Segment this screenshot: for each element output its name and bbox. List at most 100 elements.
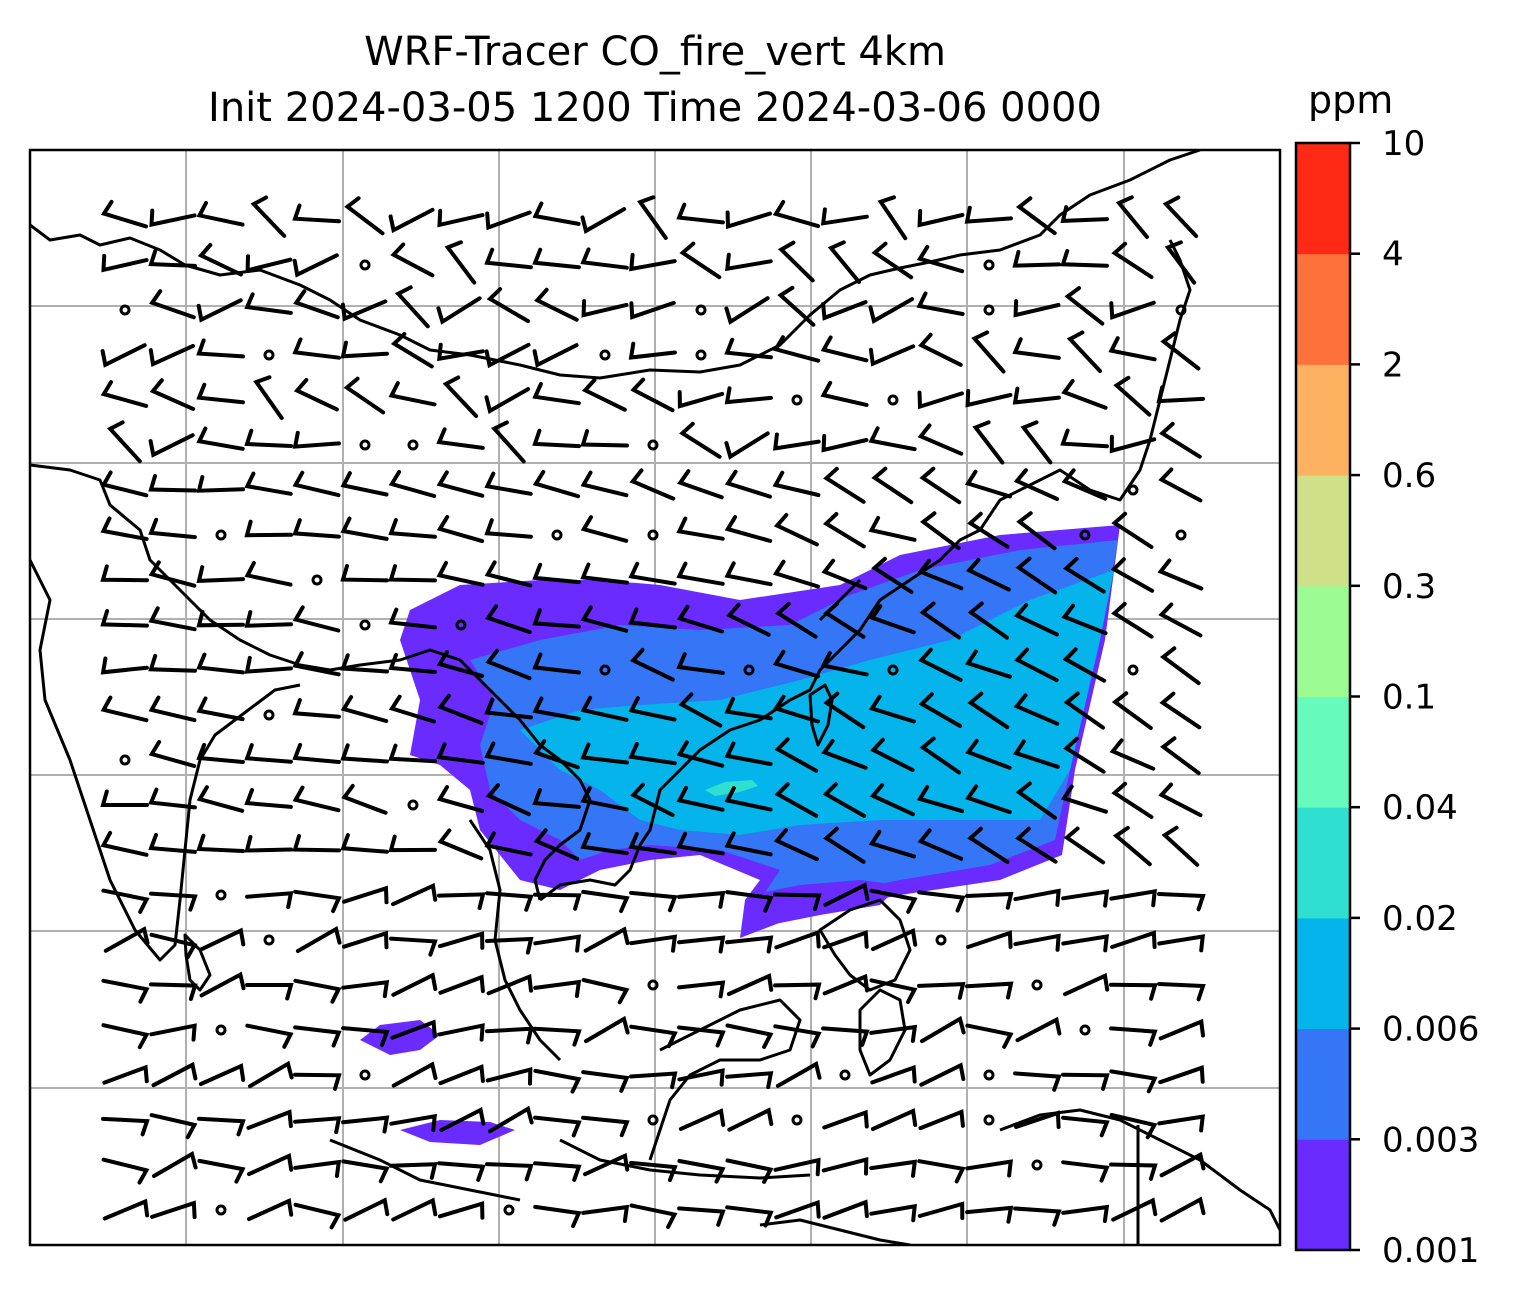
wind-barb	[1158, 602, 1203, 638]
calm-wind-marker	[119, 304, 131, 316]
wind-barb	[1111, 781, 1154, 819]
colorbar-segment	[1296, 475, 1350, 587]
wind-barb	[102, 1064, 149, 1085]
wind-barb	[823, 691, 866, 730]
wind-barb	[869, 1159, 918, 1178]
wind-barb	[244, 835, 293, 853]
wind-barb	[292, 430, 341, 449]
wind-barb	[341, 1159, 390, 1184]
wind-barb	[1015, 556, 1058, 595]
wind-barb	[486, 973, 533, 996]
wind-barb	[724, 296, 770, 325]
wind-barb	[101, 1116, 150, 1137]
wind-barb	[196, 742, 245, 764]
wind-barb	[292, 605, 341, 633]
wind-barb	[439, 1107, 486, 1132]
wind-barb	[394, 285, 430, 329]
wind-barb	[918, 692, 963, 728]
wind-barb	[1158, 1065, 1205, 1085]
wind-barb	[247, 1197, 294, 1222]
calm-wind-marker	[791, 394, 803, 406]
wind-barb	[532, 382, 581, 406]
calm-wind-marker	[503, 1204, 515, 1216]
wind-barb	[580, 695, 629, 722]
wind-barb	[148, 474, 197, 493]
calm-wind-marker	[887, 664, 899, 676]
wind-barb	[919, 466, 962, 505]
wind-barb	[1157, 892, 1206, 912]
wind-barb	[775, 1061, 822, 1088]
wind-barb	[727, 1107, 774, 1132]
wind-barb	[1015, 781, 1057, 820]
wind-barb	[1015, 196, 1057, 236]
wind-barb	[148, 560, 197, 588]
wind-barb	[871, 466, 914, 505]
wind-barb	[1060, 249, 1109, 268]
map-frame	[28, 148, 1282, 1247]
wind-barb	[532, 652, 581, 675]
wind-barb	[340, 471, 389, 497]
wind-barb	[437, 693, 484, 725]
wind-barb	[964, 649, 1012, 679]
wind-barb	[679, 421, 722, 459]
wind-barb	[1062, 647, 1107, 683]
wind-barb	[965, 981, 1014, 1000]
wind-barb	[197, 1116, 246, 1137]
wind-barb	[725, 1205, 774, 1228]
calm-wind-marker	[599, 664, 611, 676]
wind-barb	[724, 561, 773, 587]
wind-barb	[340, 564, 389, 583]
colorbar-tick-label: 2	[1382, 345, 1404, 385]
wind-barb	[533, 892, 582, 911]
wind-barb	[581, 1115, 630, 1138]
wind-barb	[1109, 888, 1157, 908]
wind-barb	[245, 891, 294, 909]
wind-barb	[1109, 1069, 1158, 1094]
wind-barb	[388, 564, 437, 583]
calm-wind-marker	[647, 529, 659, 541]
wind-barb	[1060, 428, 1109, 449]
wind-barb	[485, 1067, 533, 1086]
wind-barb	[581, 889, 630, 913]
wind-barb	[1063, 972, 1110, 997]
wind-barb	[823, 601, 866, 639]
calm-wind-marker	[1079, 1024, 1091, 1036]
calm-wind-marker	[695, 349, 707, 361]
wind-barb	[100, 564, 149, 583]
wind-barb	[1157, 934, 1205, 953]
wind-barb	[917, 981, 966, 1000]
wind-barb	[1158, 421, 1202, 459]
wind-barb	[244, 743, 293, 764]
wind-barb	[677, 890, 726, 909]
wind-barb	[1110, 557, 1155, 593]
wind-barb	[293, 1072, 342, 1091]
wind-barb	[532, 247, 581, 270]
wind-barb	[964, 205, 1013, 224]
wind-barb	[388, 652, 437, 674]
wind-barb	[101, 253, 149, 273]
wind-barb	[629, 1203, 678, 1229]
wind-barb	[676, 831, 725, 856]
wind-barb	[292, 253, 339, 278]
wind-barb	[436, 742, 485, 765]
wind-barb	[436, 427, 485, 450]
wind-barb	[1110, 930, 1157, 949]
wind-barb	[965, 1023, 1014, 1049]
wind-barb	[916, 244, 965, 274]
wind-barb	[967, 691, 1010, 730]
wind-barb	[1061, 889, 1110, 908]
wind-barb	[388, 207, 435, 234]
wind-barb	[1014, 647, 1059, 683]
wind-barb	[581, 1070, 630, 1093]
wind-barb	[534, 287, 579, 322]
wind-barb	[1115, 195, 1149, 239]
wind-barb	[724, 469, 772, 499]
wind-barb	[580, 832, 629, 856]
wind-barb	[1159, 736, 1201, 776]
wind-barb	[484, 560, 533, 588]
wind-barb	[868, 694, 916, 724]
wind-barb	[100, 199, 148, 229]
wind-barb	[965, 1205, 1014, 1224]
wind-barb	[1109, 300, 1156, 321]
wind-barb	[485, 891, 534, 912]
